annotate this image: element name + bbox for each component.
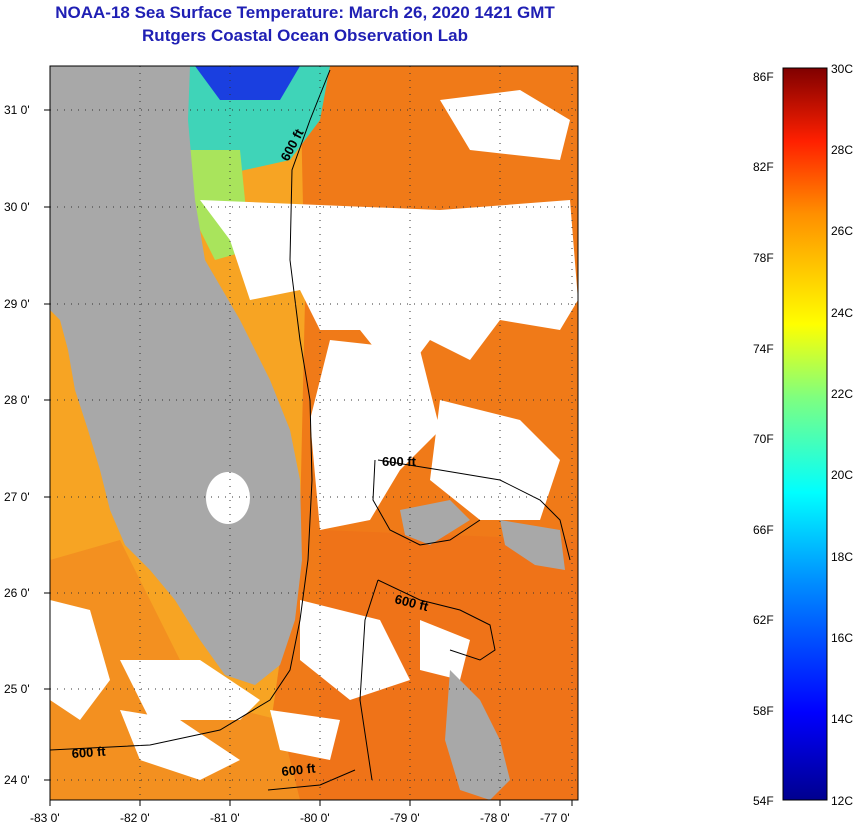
colorbar-f-label: 86F: [753, 70, 774, 84]
lat-label: 24 0': [4, 773, 30, 787]
lat-label: 29 0': [4, 297, 30, 311]
map-frame: [49, 65, 579, 801]
colorbar-c-label: 16C: [831, 631, 854, 645]
lon-label: -80 0': [300, 811, 330, 825]
colorbar-c-label: 12C: [831, 794, 854, 808]
contour-label: 600 ft: [71, 744, 107, 761]
lon-label: -81 0': [210, 811, 240, 825]
contour-label: 600 ft: [281, 760, 317, 779]
colorbar-f-label: 70F: [753, 432, 774, 446]
lat-label: 25 0': [4, 682, 30, 696]
page-subtitle: Rutgers Coastal Ocean Observation Lab: [142, 26, 468, 45]
lon-label: -83 0': [30, 811, 60, 825]
colorbar-f-label: 62F: [753, 613, 774, 627]
lat-label: 30 0': [4, 200, 30, 214]
colorbar-f-label: 66F: [753, 523, 774, 537]
colorbar-f-label: 78F: [753, 251, 774, 265]
page-title: NOAA-18 Sea Surface Temperature: March 2…: [55, 3, 555, 22]
colorbar-f-label: 58F: [753, 704, 774, 718]
axis-ticks: [44, 109, 573, 806]
lat-label: 26 0': [4, 586, 30, 600]
depth-contours: [50, 69, 571, 791]
colorbar-c-label: 20C: [831, 468, 854, 482]
lat-label: 27 0': [4, 490, 30, 504]
lat-label: 28 0': [4, 393, 30, 407]
lon-label: -79 0': [390, 811, 420, 825]
colorbar-f-label: 54F: [753, 794, 774, 808]
cloud-cover: [50, 90, 578, 780]
colorbar-f-label: 82F: [753, 160, 774, 174]
cold-water-north: [195, 66, 300, 100]
colorbar-f-label: 74F: [753, 342, 774, 356]
lon-label: -77 0': [540, 811, 570, 825]
lake-okeechobee: [206, 472, 250, 524]
colorbar-c-label: 18C: [831, 550, 854, 564]
colorbar-c-label: 28C: [831, 143, 854, 157]
lat-label: 31 0': [4, 103, 30, 117]
lon-label: -78 0': [480, 811, 510, 825]
florida-land: [50, 66, 302, 685]
colorbar-c-label: 26C: [831, 224, 854, 238]
lon-label: -82 0': [120, 811, 150, 825]
colorbar-c-label: 14C: [831, 712, 854, 726]
colorbar: [782, 67, 828, 801]
bahamas-islands: [400, 500, 565, 800]
colorbar-c-label: 24C: [831, 306, 854, 320]
colorbar-c-label: 30C: [831, 62, 854, 76]
colorbar-c-label: 22C: [831, 387, 854, 401]
contour-label: 600 ft: [382, 454, 417, 469]
